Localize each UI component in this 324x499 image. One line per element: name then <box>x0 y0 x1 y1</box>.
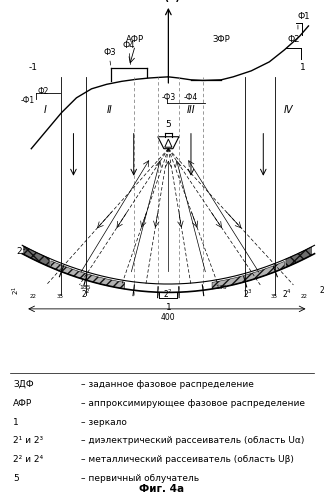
Text: 135: 135 <box>215 285 227 290</box>
Text: $2^2$: $2^2$ <box>163 287 173 300</box>
Text: -Ф3: -Ф3 <box>161 93 176 102</box>
Text: 35: 35 <box>270 294 277 299</box>
Text: -Ф4: -Ф4 <box>184 93 198 102</box>
Text: Ф1: Ф1 <box>298 12 310 21</box>
Text: ЗФР: ЗФР <box>212 35 230 44</box>
Text: Фиг. 4а: Фиг. 4а <box>139 484 185 494</box>
Text: 185: 185 <box>80 285 91 290</box>
Text: $2^1$: $2^1$ <box>16 245 28 256</box>
Text: ЗДФ: ЗДФ <box>13 380 34 389</box>
Text: -Ф1: -Ф1 <box>21 96 35 105</box>
Text: 35: 35 <box>56 294 64 299</box>
Text: 2² и 2⁴: 2² и 2⁴ <box>13 455 43 464</box>
Text: IV: IV <box>284 105 294 115</box>
Polygon shape <box>286 247 311 267</box>
Text: $2^3$: $2^3$ <box>243 287 253 300</box>
Text: Ф3: Ф3 <box>103 48 116 57</box>
Text: 400: 400 <box>161 313 176 322</box>
Text: Ф2: Ф2 <box>37 87 49 96</box>
Text: Ф2: Ф2 <box>287 35 300 44</box>
Text: Ф(x): Ф(x) <box>156 0 181 2</box>
Text: $2^2$: $2^2$ <box>81 287 90 300</box>
Text: $2^4$: $2^4$ <box>283 287 292 300</box>
Text: 1: 1 <box>166 303 171 312</box>
Text: АФР: АФР <box>13 399 32 408</box>
Text: II: II <box>107 105 112 115</box>
Text: I: I <box>43 105 46 115</box>
Polygon shape <box>212 261 284 289</box>
Text: – первичный облучатель: – первичный облучатель <box>81 474 199 483</box>
Text: – заданное фазовое распределение: – заданное фазовое распределение <box>81 380 254 389</box>
Text: АФР: АФР <box>126 35 144 44</box>
Text: III: III <box>187 105 195 115</box>
Text: Ф4: Ф4 <box>123 41 135 50</box>
Text: – диэлектрический рассеиватель (область Uα): – диэлектрический рассеиватель (область … <box>81 436 304 445</box>
Text: 5: 5 <box>13 474 19 483</box>
Text: 5: 5 <box>166 120 171 129</box>
Text: 1: 1 <box>13 418 19 427</box>
Text: – зеркало: – зеркало <box>81 418 127 427</box>
Text: 22: 22 <box>29 294 36 299</box>
Text: – металлический рассеиватель (область Uβ): – металлический рассеиватель (область Uβ… <box>81 455 294 464</box>
Text: $2^1$: $2^1$ <box>11 286 22 295</box>
Polygon shape <box>51 261 125 289</box>
Text: -1: -1 <box>28 63 37 72</box>
Text: – аппроксимирующее фазовое распределение: – аппроксимирующее фазовое распределение <box>81 399 305 408</box>
Polygon shape <box>24 246 49 267</box>
Text: 22: 22 <box>300 294 307 299</box>
Text: $2^4$: $2^4$ <box>319 283 324 295</box>
Text: 2¹ и 2³: 2¹ и 2³ <box>13 436 43 445</box>
Text: 1: 1 <box>300 63 305 72</box>
